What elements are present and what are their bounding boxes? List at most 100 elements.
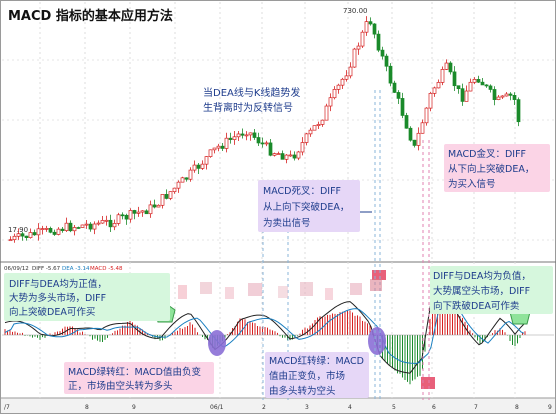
candle-body-23 [100, 220, 105, 224]
candle-body-12 [56, 228, 61, 235]
candle-body-114 [464, 90, 469, 102]
candle-body-85 [348, 66, 353, 77]
death-cross-line-3: 为卖出信号 [263, 217, 311, 229]
candle-body-22 [96, 222, 101, 225]
x-axis-label-9: 7 [474, 404, 478, 411]
candle-body-123 [500, 95, 505, 98]
candle-body-60 [248, 132, 253, 136]
candle-body-9 [44, 228, 49, 230]
candle-body-62 [256, 137, 261, 144]
golden-cross-line-2: 从下向上突破DEA， [448, 163, 534, 175]
golden-cross-line-3: 为买入信号 [448, 178, 496, 190]
candle-body-126 [512, 95, 517, 100]
candle-body-55 [228, 137, 233, 140]
candle-body-92 [376, 33, 381, 51]
candle-body-59 [244, 134, 249, 137]
candle-body-44 [184, 177, 189, 180]
ellipse-marker-left [208, 330, 226, 356]
candle-body-41 [172, 187, 177, 193]
candle-body-40 [168, 191, 173, 199]
candle-body-64 [264, 142, 269, 145]
candle-body-32 [136, 211, 141, 214]
indicator-dea: DEA -3.14 [62, 266, 90, 272]
candle-body-16 [72, 227, 77, 232]
candle-body-88 [360, 31, 365, 47]
candle-body-70 [288, 154, 293, 157]
candle-body-99 [404, 115, 409, 129]
candle-body-74 [304, 133, 309, 143]
golden-cross-line-1: MACD金叉：DIFF [448, 148, 526, 160]
candle-body-5 [28, 232, 33, 239]
annotation-positive-zone: DIFF与DEA均为正值， 大势为多头市场，DIFF 向上突破DEA可作买 [4, 273, 170, 321]
green-to-red-line-2: 正，市场由空头转为多头 [68, 380, 173, 392]
square-marker-top [372, 270, 386, 280]
golden-cross-box [444, 144, 550, 192]
candle-body-110 [448, 62, 453, 73]
annotation-red-to-green: MACD红转绿：MACD 值由正变负，市场 由多头转为空头 [265, 352, 369, 398]
candle-body-117 [476, 79, 481, 83]
candle-body-45 [188, 169, 193, 180]
candle-body-90 [368, 21, 373, 25]
x-axis-label-3: 06/1 [210, 404, 224, 411]
candle-body-93 [380, 49, 385, 57]
candle-body-120 [488, 85, 493, 90]
candle-body-6 [32, 232, 37, 236]
candle-body-53 [220, 145, 225, 149]
x-axis-label-1: 8 [85, 404, 89, 411]
x-axis-label-2: 9 [132, 404, 136, 411]
candle-body-106 [432, 87, 437, 94]
candle-body-37 [156, 204, 161, 208]
candle-body-122 [496, 96, 501, 100]
candle-body-86 [352, 48, 357, 68]
candle-body-118 [480, 81, 485, 86]
x-axis-strip [0, 397, 556, 414]
x-axis-label-10: 8 [515, 404, 519, 411]
positive-zone-line-2: 大势为多头市场，DIFF [9, 292, 106, 304]
candle-body-42 [176, 181, 181, 189]
candle-body-121 [492, 89, 497, 100]
candle-body-47 [196, 164, 201, 169]
x-axis-label-4: 2 [262, 404, 266, 411]
annotation-negative-zone: DIFF与DEA均为负值， 大势属空头市场，DIFF 向下跌破DEA可作卖 [430, 266, 553, 314]
candle-body-50 [208, 149, 213, 157]
candle-body-100 [408, 127, 413, 141]
x-axis-label-11: 9 [548, 404, 552, 411]
candle-body-26 [112, 223, 117, 228]
candle-body-33 [140, 210, 145, 213]
x-axis-label-7: 5 [392, 404, 396, 411]
candle-body-113 [460, 88, 465, 102]
candle-body-14 [64, 222, 69, 231]
candle-body-76 [312, 125, 317, 131]
candle-body-72 [296, 151, 301, 159]
candle-body-77 [316, 124, 321, 126]
candle-body-48 [200, 163, 205, 169]
candle-body-15 [68, 222, 73, 232]
candle-body-119 [484, 84, 489, 87]
candle-body-35 [148, 204, 153, 215]
candle-body-57 [236, 133, 241, 138]
candle-body-52 [216, 145, 221, 149]
candle-body-29 [124, 214, 129, 220]
x-axis-label-5: 3 [305, 404, 309, 411]
x-axis-label-6: 4 [348, 404, 352, 411]
candle-body-68 [280, 153, 285, 160]
candle-body-116 [472, 79, 477, 83]
candle-body-31 [132, 210, 137, 214]
candle-body-79 [324, 105, 329, 121]
candle-body-125 [508, 93, 513, 96]
candle-body-18 [80, 224, 85, 228]
candle-body-75 [308, 129, 313, 135]
candle-body-21 [92, 223, 97, 230]
square-marker-bottom [421, 377, 435, 389]
red-to-green-line-1: MACD红转绿：MACD [269, 355, 364, 367]
green-to-red-box [64, 362, 214, 394]
candle-body-84 [344, 75, 349, 80]
candle-body-67 [276, 153, 281, 155]
price-low-label: 17.90 [8, 226, 28, 234]
candle-body-98 [400, 98, 405, 116]
candle-body-89 [364, 21, 369, 33]
candle-body-94 [384, 55, 389, 67]
candle-body-111 [452, 71, 457, 87]
candle-body-124 [504, 93, 509, 97]
candle-body-71 [292, 154, 297, 159]
